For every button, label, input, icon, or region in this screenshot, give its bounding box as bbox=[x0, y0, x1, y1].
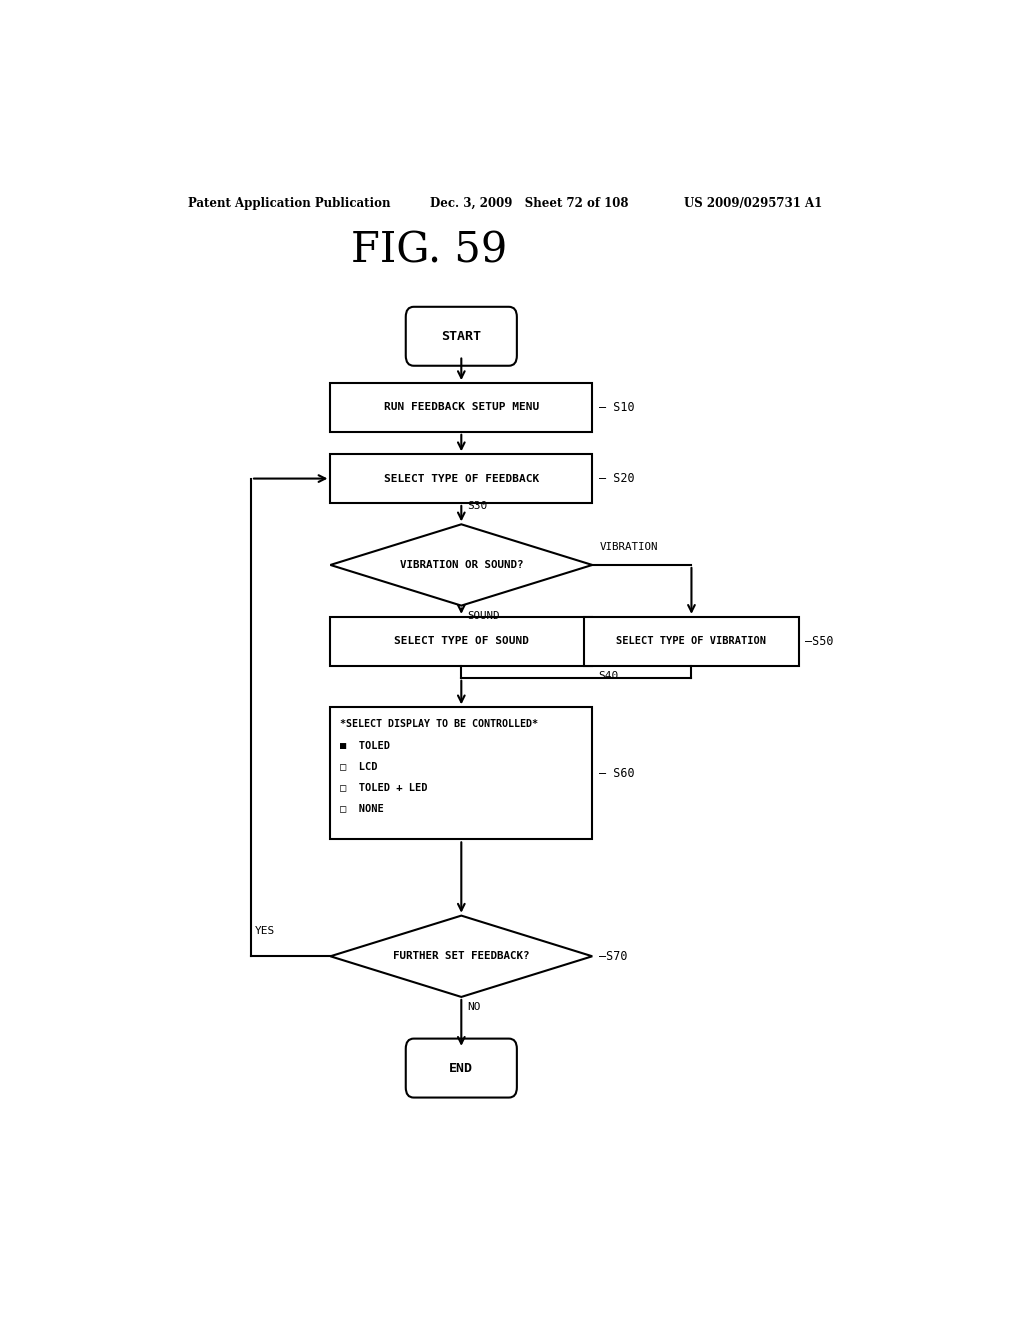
Text: END: END bbox=[450, 1061, 473, 1074]
Text: VIBRATION OR SOUND?: VIBRATION OR SOUND? bbox=[399, 560, 523, 570]
Text: —S50: —S50 bbox=[805, 635, 834, 648]
Text: Dec. 3, 2009   Sheet 72 of 108: Dec. 3, 2009 Sheet 72 of 108 bbox=[430, 197, 628, 210]
Text: □  LCD: □ LCD bbox=[340, 762, 378, 772]
Text: YES: YES bbox=[255, 925, 275, 936]
Text: SELECT TYPE OF FEEDBACK: SELECT TYPE OF FEEDBACK bbox=[384, 474, 539, 483]
Text: S40: S40 bbox=[599, 671, 618, 681]
Text: VIBRATION: VIBRATION bbox=[600, 541, 658, 552]
Bar bbox=[331, 454, 592, 503]
Text: NO: NO bbox=[468, 1002, 481, 1012]
Text: ■  TOLED: ■ TOLED bbox=[340, 741, 390, 751]
Text: — S20: — S20 bbox=[599, 473, 634, 484]
Text: FURTHER SET FEEDBACK?: FURTHER SET FEEDBACK? bbox=[393, 952, 529, 961]
Text: RUN FEEDBACK SETUP MENU: RUN FEEDBACK SETUP MENU bbox=[384, 403, 539, 412]
Text: S30: S30 bbox=[468, 500, 487, 511]
Text: FIG. 59: FIG. 59 bbox=[351, 230, 508, 272]
Text: □  NONE: □ NONE bbox=[340, 803, 384, 813]
Text: *SELECT DISPLAY TO BE CONTROLLED*: *SELECT DISPLAY TO BE CONTROLLED* bbox=[340, 719, 538, 730]
FancyBboxPatch shape bbox=[406, 1039, 517, 1097]
Polygon shape bbox=[331, 916, 592, 997]
Text: □  TOLED + LED: □ TOLED + LED bbox=[340, 783, 427, 792]
Bar bbox=[331, 616, 592, 665]
Text: —S70: —S70 bbox=[599, 950, 627, 962]
Text: SOUND: SOUND bbox=[468, 611, 500, 620]
Bar bbox=[331, 383, 592, 432]
Text: — S10: — S10 bbox=[599, 401, 634, 414]
Polygon shape bbox=[331, 524, 592, 606]
Bar bbox=[331, 708, 592, 840]
Text: START: START bbox=[441, 330, 481, 343]
FancyBboxPatch shape bbox=[406, 306, 517, 366]
Text: US 2009/0295731 A1: US 2009/0295731 A1 bbox=[684, 197, 822, 210]
Text: SELECT TYPE OF VIBRATION: SELECT TYPE OF VIBRATION bbox=[616, 636, 766, 647]
Text: — S60: — S60 bbox=[599, 767, 634, 780]
Bar bbox=[585, 616, 799, 665]
Text: Patent Application Publication: Patent Application Publication bbox=[187, 197, 390, 210]
Text: SELECT TYPE OF SOUND: SELECT TYPE OF SOUND bbox=[394, 636, 528, 647]
